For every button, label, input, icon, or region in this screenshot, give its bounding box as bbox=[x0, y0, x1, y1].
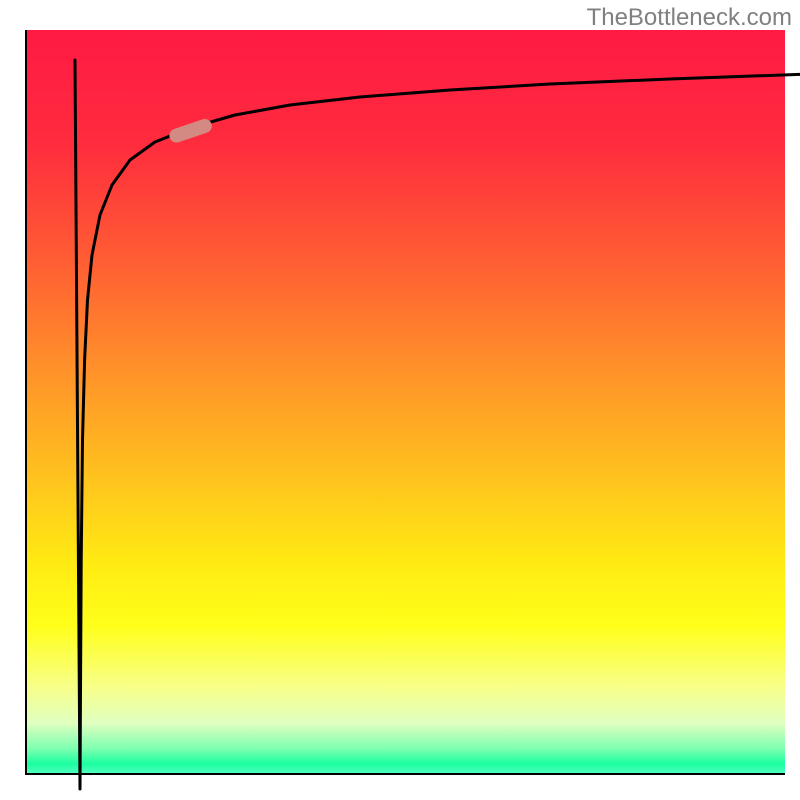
curve-marker bbox=[168, 117, 214, 144]
y-axis bbox=[25, 30, 27, 775]
curve-layer bbox=[50, 60, 800, 800]
bottleneck-curve bbox=[75, 60, 800, 789]
x-axis bbox=[25, 773, 785, 775]
plot-area bbox=[25, 30, 785, 775]
watermark-text: TheBottleneck.com bbox=[587, 4, 792, 32]
chart-container: TheBottleneck.com bbox=[0, 0, 800, 800]
